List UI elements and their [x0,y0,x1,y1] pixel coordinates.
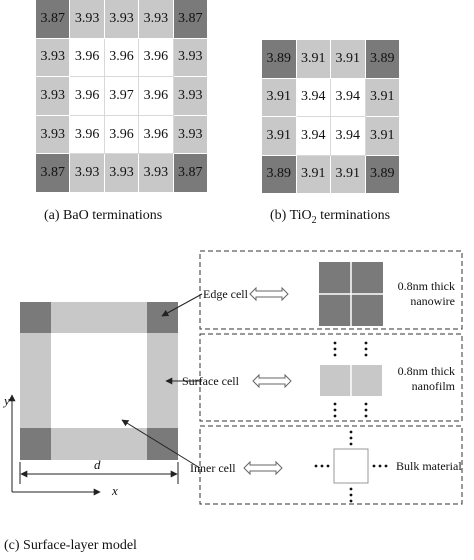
grid-cell: 3.93 [139,154,174,193]
grid-cell: 3.91 [331,155,366,194]
grid-cell: 3.93 [70,154,105,193]
grid-cell: 3.97 [104,77,140,116]
inner-cell-label: Inner cell [190,461,236,475]
grid-cell: 3.94 [331,78,366,117]
bulk-box [199,425,463,505]
bao-termination-grid: 3.87 3.93 3.93 3.93 3.87 3.93 3.96 3.96 3.96 3.93… [36,0,208,193]
grid-cell: 3.94 [296,117,331,156]
grid-cell: 3.91 [365,117,400,156]
bulk-cell [333,448,369,484]
y-axis-label: y [4,393,10,408]
surface-layer-model-caption: (c) Surface-layer model [4,538,137,553]
nanowire-label: 0.8nm thick nanowire [397,279,455,308]
x-axis-label: x [112,483,118,498]
inner-cell-pointer [121,419,201,469]
grid-cell: 3.91 [331,40,366,79]
grid-cell: 3.96 [104,115,140,155]
grid-cell: 3.89 [365,40,400,79]
edge-cell-bottom-left [20,428,51,460]
edge-cell-top-right [147,302,178,333]
nanofilm-slab [320,365,382,396]
grid-cell: 3.96 [104,38,140,78]
grid-cell: 3.93 [139,0,174,39]
grid-cell: 3.87 [173,0,208,39]
edge-cell-top-left [20,302,51,333]
nanowire-cross-section [319,262,383,326]
edge-cell-label: Edge cell [203,287,248,301]
grid-cell: 3.91 [296,155,331,194]
grid-cell: 3.91 [262,78,297,117]
tio2-termination-grid: 3.89 3.91 3.91 3.89 3.91 3.94 3.94 3.91 3.91 3.94… [262,40,400,194]
grid-cell: 3.96 [139,115,174,155]
grid-cell: 3.94 [296,78,331,117]
nanowire-box [199,250,463,330]
grid-cell: 3.94 [331,117,366,156]
nanofilm-label: 0.8nm thick nanofilm [397,364,455,393]
grid-cell: 3.93 [173,115,208,155]
bao-caption: (a) BaO terminations [44,208,163,223]
tio2-caption: (b) TiO2 terminations [270,208,391,226]
grid-cell: 3.96 [70,115,105,155]
grid-cell: 3.87 [36,154,71,193]
grid-cell: 3.91 [262,117,297,156]
double-arrow-edge [249,286,289,302]
grid-cell: 3.96 [70,38,105,78]
bulk-material-label: Bulk material [396,459,462,473]
grid-cell: 3.93 [36,115,71,155]
surface-cell-label: Surface cell [182,374,239,388]
grid-cell: 3.93 [36,77,71,116]
nanofilm-continuation-dots [333,341,368,418]
grid-cell: 3.93 [36,38,71,78]
grid-cell: 3.93 [173,77,208,116]
nanofilm-box [199,333,463,422]
grid-cell: 3.93 [104,0,140,39]
bulk-continuation-dots [314,430,388,503]
grid-cell: 3.87 [173,154,208,193]
double-arrow-surface [252,373,292,389]
grid-cell: 3.96 [70,77,105,116]
double-arrow-inner [243,460,283,476]
grid-cell: 3.93 [104,154,140,193]
grid-cell: 3.89 [262,155,297,194]
grid-cell: 3.89 [262,40,297,79]
grid-cell: 3.93 [70,0,105,39]
edge-cell-bottom-right [147,428,178,460]
grid-cell: 3.89 [365,155,400,194]
grid-cell: 3.93 [173,38,208,78]
grid-cell: 3.87 [36,0,71,39]
grid-cell: 3.96 [139,38,174,78]
grid-cell: 3.96 [139,77,174,116]
dimension-label: d [94,457,101,472]
grid-cell: 3.91 [365,78,400,117]
edge-cell-pointer [161,293,203,317]
grid-cell: 3.91 [296,40,331,79]
